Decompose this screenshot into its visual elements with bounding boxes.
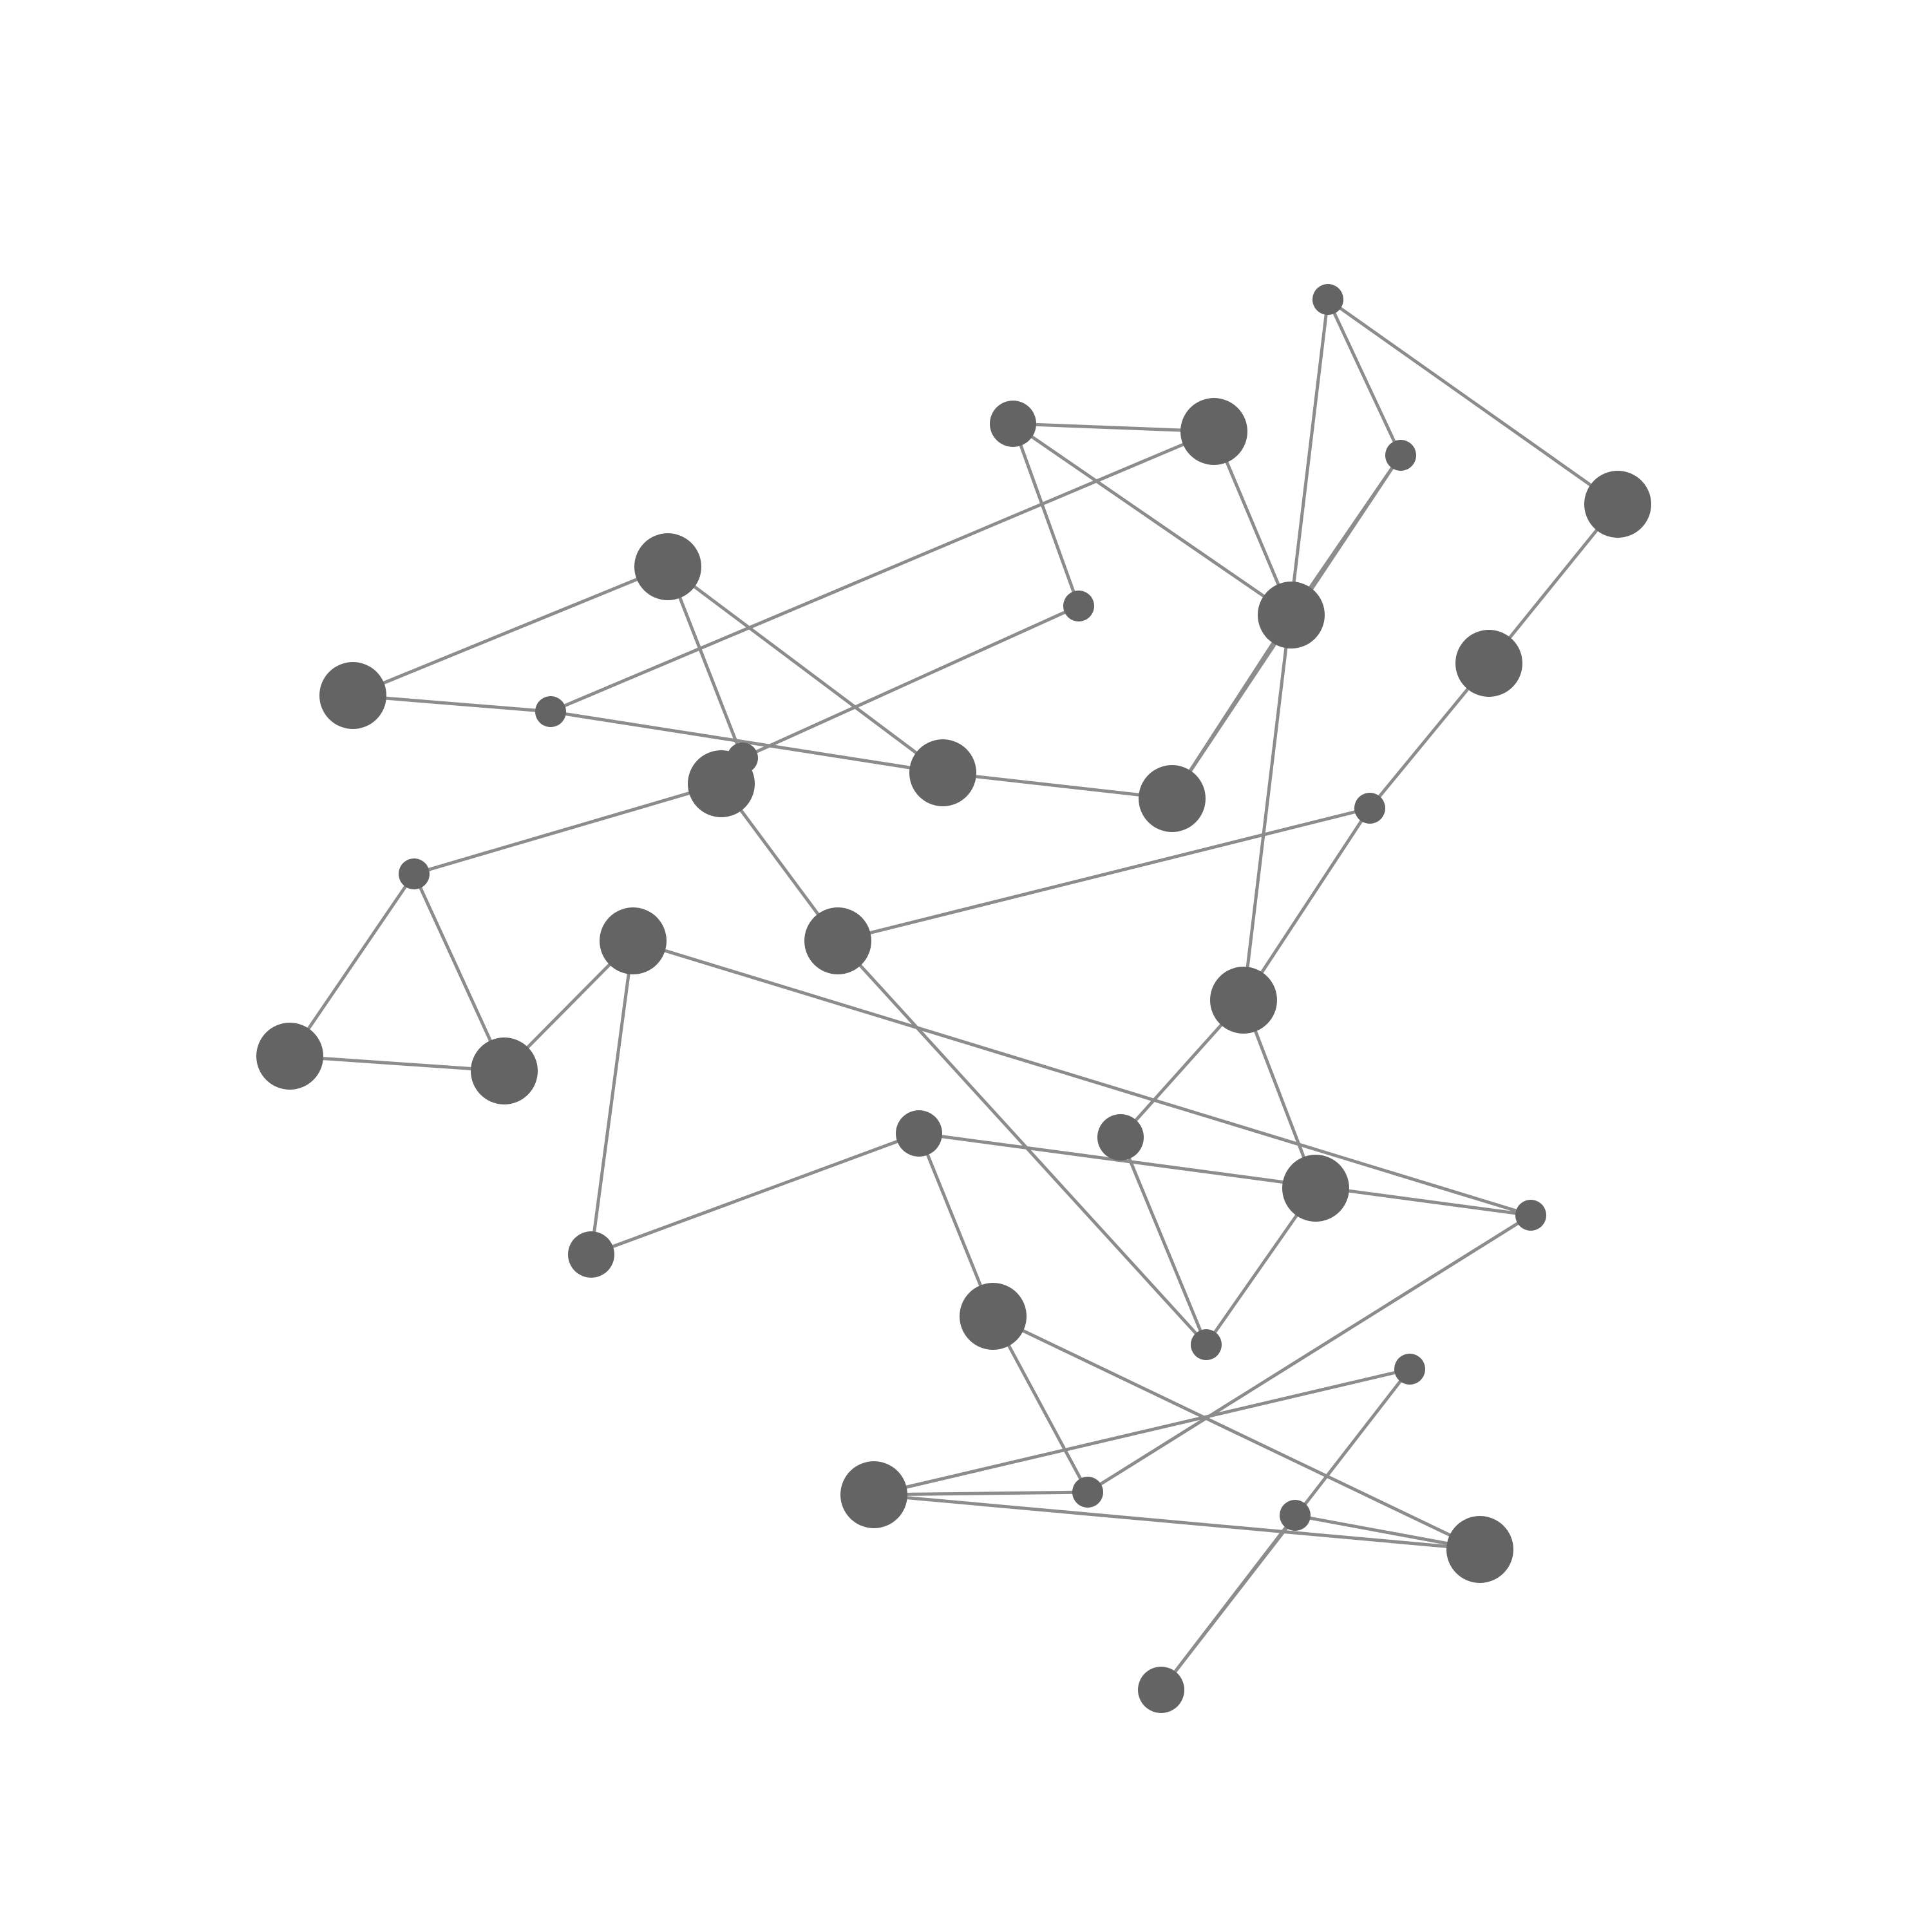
edge-n22-n24 xyxy=(412,873,506,1072)
node-n6 xyxy=(1063,591,1094,621)
node-n2 xyxy=(634,533,701,600)
node-n5 xyxy=(909,739,976,806)
edge-n23-n24 xyxy=(289,1054,505,1073)
node-n29 xyxy=(960,1283,1027,1350)
edge-n25-n28 xyxy=(632,939,1531,1217)
edge-n12-n13 xyxy=(1327,298,1619,506)
node-n18 xyxy=(1097,1114,1144,1160)
node-n26 xyxy=(568,1231,614,1278)
edge-n25-n26 xyxy=(589,940,635,1255)
node-n25 xyxy=(600,907,667,974)
node-n8 xyxy=(1180,398,1247,465)
node-n34 xyxy=(1280,1500,1311,1531)
node-n28 xyxy=(1515,1200,1546,1231)
edge-n16-n19 xyxy=(1242,999,1318,1189)
node-n3 xyxy=(535,696,566,727)
node-n19 xyxy=(1282,1155,1349,1222)
edge-n13-n14 xyxy=(1488,503,1619,665)
edge-n2-n4 xyxy=(666,566,744,759)
edge-n12-n16 xyxy=(1242,299,1330,1001)
node-n17 xyxy=(804,907,871,974)
node-n9 xyxy=(1139,765,1206,832)
edge-n6-n7 xyxy=(1011,423,1081,607)
edge-n27-n28 xyxy=(918,1132,1531,1217)
edge-n15-n16 xyxy=(1242,807,1372,1001)
node-n14 xyxy=(1455,630,1522,697)
edge-n11-n12 xyxy=(1326,298,1403,457)
node-n7 xyxy=(990,401,1036,447)
node-n35 xyxy=(1138,1667,1184,1713)
edge-n30-n31 xyxy=(873,1490,1088,1497)
edge-n7-n10 xyxy=(1012,422,1293,617)
edge-n3-n5 xyxy=(550,710,943,775)
edge-n18-n20 xyxy=(1119,1137,1208,1345)
node-n22 xyxy=(399,858,430,889)
edge-n29-n32 xyxy=(992,1314,1481,1551)
node-n20 xyxy=(1191,1329,1222,1360)
node-n23 xyxy=(256,1023,323,1090)
node-n24 xyxy=(471,1037,538,1104)
edge-n2-n5 xyxy=(667,565,944,775)
edge-n15-n17 xyxy=(837,806,1370,943)
edge-n31-n32 xyxy=(873,1493,1481,1551)
node-n30 xyxy=(1072,1477,1103,1508)
node-n27 xyxy=(896,1110,942,1157)
node-n31 xyxy=(840,1461,907,1528)
node-n12 xyxy=(1312,284,1343,315)
edge-n17-n20 xyxy=(837,940,1208,1346)
node-n1 xyxy=(319,662,386,729)
node-n16 xyxy=(1210,967,1277,1034)
edge-n33-n35 xyxy=(1160,1368,1411,1691)
edge-n4-n6 xyxy=(741,604,1080,760)
node-n13 xyxy=(1584,471,1651,538)
node-n33 xyxy=(1394,1354,1425,1385)
node-n32 xyxy=(1446,1516,1513,1583)
edge-n28-n30 xyxy=(1086,1213,1532,1494)
edge-n1-n2 xyxy=(352,565,668,697)
edge-n3-n8 xyxy=(550,430,1215,714)
node-n11 xyxy=(1385,440,1416,471)
edge-n7-n8 xyxy=(1012,422,1215,433)
node-n21 xyxy=(688,750,755,817)
node-n15 xyxy=(1354,793,1385,824)
edge-n31-n33 xyxy=(873,1367,1410,1497)
node-n10 xyxy=(1258,582,1325,649)
edge-n5-n9 xyxy=(942,771,1173,800)
edge-layer xyxy=(288,298,1619,1691)
edge-n22-n23 xyxy=(288,873,416,1057)
edge-n21-n22 xyxy=(413,782,722,876)
node-layer xyxy=(256,284,1651,1713)
edge-n26-n27 xyxy=(591,1132,920,1256)
